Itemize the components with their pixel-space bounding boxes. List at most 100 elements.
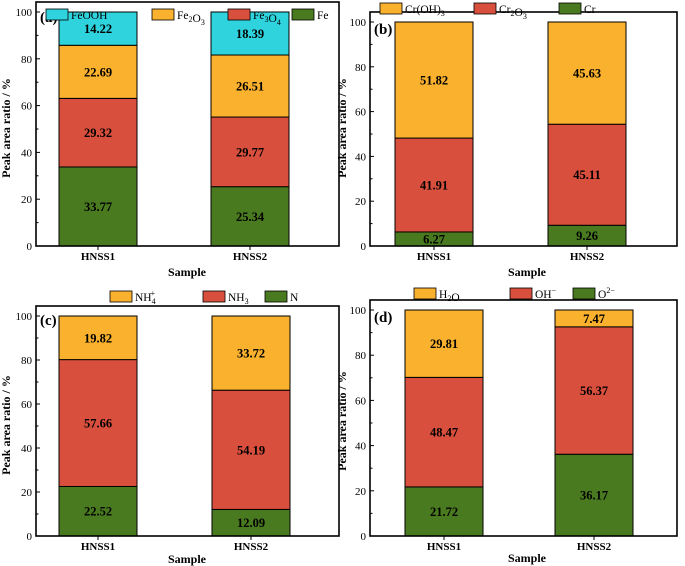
y-tick-label: 100 — [16, 7, 33, 19]
chart-panel-c: 22.52 57.66 19.82 HNSS1 12.09 54.19 33.72 HNSS2… — [0, 289, 340, 566]
bar-c-hnss1-nh3 — [58, 359, 138, 487]
legend-swatch — [473, 2, 497, 15]
legend-label-part: 2 — [447, 294, 451, 303]
legend-label-part: H — [439, 289, 447, 301]
data-label: 22.52 — [84, 505, 112, 519]
y-tick-label: 20 — [21, 487, 33, 499]
legend-label: Cr(OH)3 — [405, 4, 445, 18]
y-axis-label: Peak area ratio / % — [0, 78, 13, 178]
bar-d-hnss2-h2o — [554, 309, 634, 328]
legend-label-part: O — [451, 292, 459, 304]
x-tick-label: HNSS2 — [234, 541, 269, 553]
y-tick-label: 0 — [361, 531, 367, 543]
legend-swatch — [227, 8, 251, 21]
legend-swatch — [45, 8, 69, 21]
data-label: 18.39 — [236, 27, 264, 41]
legend-label-part: Cr — [499, 4, 511, 16]
plot-frame — [369, 299, 678, 537]
x-tick-label: HNSS1 — [81, 251, 115, 263]
x-tick-label: HNSS1 — [427, 541, 461, 553]
x-axis-label: Sample — [168, 552, 207, 566]
legend-label: H2O — [439, 289, 460, 304]
x-tick-label: HNSS1 — [417, 251, 451, 263]
x-axis-label: Sample — [168, 265, 207, 279]
y-tick-label: 100 — [16, 311, 33, 323]
bar-d-hnss1-h2o — [404, 309, 484, 378]
legend-label-part: 3 — [441, 9, 445, 18]
data-label: 12.09 — [237, 516, 265, 530]
bar-a-hnss1-feooh — [58, 11, 138, 46]
legend-label: FeOOH — [71, 10, 107, 22]
y-tick-label: 60 — [355, 107, 367, 119]
x-axis-label: Sample — [508, 265, 547, 279]
bar-a-hnss2-fe2o3 — [210, 54, 290, 118]
y-tick-label: 80 — [355, 350, 367, 362]
legend-label: NH4+ — [135, 289, 156, 306]
y-axis-label: Peak area ratio / % — [0, 375, 13, 475]
data-label: 33.72 — [237, 347, 265, 361]
legend-swatch — [202, 290, 226, 303]
legend-label: NH3 — [228, 292, 249, 306]
y-tick-label: 60 — [355, 395, 367, 407]
legend: NH4+ NH3 N — [109, 289, 299, 306]
y-tick-label: 60 — [21, 101, 33, 113]
data-label: 26.51 — [236, 80, 264, 94]
y-tick-label: 80 — [21, 54, 33, 66]
legend-label-part: 3 — [245, 297, 249, 306]
data-label: 29.81 — [430, 337, 458, 351]
panel-label: (d) — [374, 310, 392, 326]
legend-swatch — [572, 287, 596, 300]
data-label: 22.69 — [84, 65, 112, 79]
data-label: 45.11 — [573, 168, 600, 182]
legend-label-part: Fe — [177, 10, 189, 22]
bar-a-hnss1-fe — [58, 166, 138, 247]
legend-swatch — [291, 8, 315, 21]
legend-swatch — [379, 2, 403, 15]
panel-label: (b) — [374, 22, 392, 38]
bar-a-hnss1-fe3o4 — [58, 97, 138, 168]
legend-label-part: 2− — [606, 286, 615, 295]
legend-label-part: N — [290, 292, 299, 304]
bar-b-hnss1-croh3 — [394, 21, 474, 139]
plot-frame — [369, 11, 678, 247]
legend-label-part: Cr(OH) — [405, 4, 441, 16]
legend-label-part: O — [598, 289, 606, 301]
legend-label: Fe — [317, 10, 329, 22]
panel-label: (c) — [40, 313, 57, 329]
plot-frame — [35, 1, 340, 247]
legend-label: N — [290, 292, 299, 304]
x-tick-label: HNSS2 — [577, 541, 612, 553]
y-axis-label: Peak area ratio / % — [335, 371, 349, 471]
bar-b-hnss2-cr2o3 — [547, 123, 627, 226]
legend-label-part: 2 — [189, 15, 193, 24]
legend-label-sup: + — [151, 289, 156, 298]
legend-label-part: Fe — [317, 10, 329, 22]
legend-swatch — [264, 290, 288, 303]
y-tick-label: 20 — [355, 486, 367, 498]
data-label: 36.17 — [580, 489, 608, 503]
data-label: 29.77 — [236, 145, 264, 159]
y-tick-label: 0 — [27, 241, 33, 253]
legend-label: OH− — [535, 286, 557, 301]
legend-swatch — [558, 2, 582, 15]
bar-c-hnss2-n — [211, 508, 291, 537]
y-tick-label: 100 — [350, 305, 367, 317]
y-tick-label: 40 — [355, 441, 367, 453]
bar-a-hnss2-fe3o4 — [210, 116, 290, 188]
legend-label-part: O — [515, 7, 523, 19]
data-label: 33.77 — [84, 200, 112, 214]
legend-label-part: O — [193, 13, 201, 25]
data-label: 41.91 — [420, 179, 448, 193]
bar-b-hnss2-croh3 — [547, 21, 627, 125]
chart-panel-d: 21.72 48.47 29.81 HNSS1 36.17 56.37 7.47 HNSS2 0… — [335, 286, 678, 565]
data-label: 51.82 — [420, 74, 448, 88]
chart-panel-b: 6.27 41.91 51.82 HNSS1 9.26 45.11 45.63 HNSS2 0 2… — [335, 2, 678, 279]
bar-c-hnss2-nh4 — [211, 315, 291, 391]
data-label: 48.47 — [430, 426, 458, 440]
legend-swatch — [413, 287, 437, 300]
y-tick-label: 100 — [350, 17, 367, 29]
data-label: 14.22 — [84, 22, 112, 36]
data-label: 54.19 — [237, 443, 265, 457]
